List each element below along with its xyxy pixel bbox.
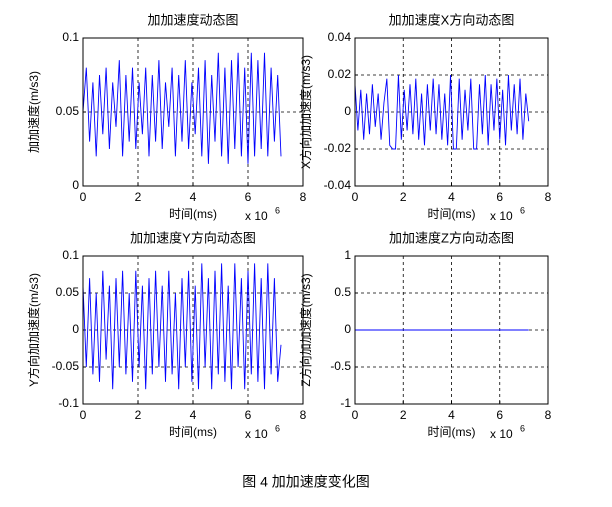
x-multiplier: x 10 [245, 209, 268, 223]
axes-frame [82, 255, 304, 405]
x-tick-label: 6 [496, 190, 503, 204]
y-tick-label: 1 [344, 248, 351, 262]
x-exponent: 6 [275, 205, 280, 215]
y-tick-label: -0.04 [324, 178, 352, 192]
subplot-title: 加加速度Z方向动态图 [389, 230, 514, 245]
x-tick-label: 0 [352, 190, 359, 204]
subplot-title: 加加速度Y方向动态图 [130, 230, 256, 245]
x-tick-label: 6 [496, 408, 503, 422]
x-tick-label: 2 [400, 408, 407, 422]
y-tick-label: -0.05 [52, 359, 80, 373]
axes-frame [354, 255, 549, 405]
x-tick-label: 8 [545, 408, 552, 422]
x-axis-label: 时间(ms) [428, 207, 476, 221]
y-tick-label: 0.1 [62, 30, 79, 44]
x-multiplier: x 10 [245, 427, 268, 441]
y-tick-label: -0.1 [58, 396, 79, 410]
x-tick-label: 2 [135, 408, 142, 422]
y-tick-label: 0.5 [334, 285, 351, 299]
x-tick-label: 4 [448, 408, 455, 422]
y-tick-label: -0.5 [330, 359, 351, 373]
x-tick-label: 8 [545, 190, 552, 204]
x-axis-label: 时间(ms) [428, 425, 476, 439]
y-tick-label: 0.05 [56, 104, 80, 118]
data-line [82, 263, 282, 390]
x-axis-label: 时间(ms) [169, 425, 217, 439]
x-exponent: 6 [520, 423, 525, 433]
y-tick-label: 0.05 [56, 285, 80, 299]
axes-frame [82, 37, 304, 187]
y-axis-label: 加加速度(m/s3) [26, 71, 41, 153]
subplot-title: 加加速度动态图 [147, 12, 238, 27]
subplot: 0 2 4 6 8 -0.04 -0.02 0 0.02 0.04 加加速度X方向动态图时间(ms)… [298, 12, 551, 223]
x-exponent: 6 [275, 423, 280, 433]
x-tick-label: 2 [400, 190, 407, 204]
y-axis-label: Z方向加加速度(m/s3) [298, 273, 313, 386]
y-tick-label: 0 [72, 178, 79, 192]
x-tick-label: 2 [135, 190, 142, 204]
x-tick-label: 4 [190, 190, 197, 204]
x-tick-label: 8 [300, 408, 307, 422]
x-multiplier: x 10 [490, 427, 513, 441]
x-tick-label: 0 [352, 408, 359, 422]
x-tick-label: 0 [80, 408, 87, 422]
y-tick-label: 0.04 [328, 30, 352, 44]
data-line [82, 52, 282, 164]
data-line [354, 74, 530, 150]
x-tick-label: 0 [80, 190, 87, 204]
subplot-title: 加加速度X方向动态图 [389, 12, 515, 27]
x-tick-label: 8 [300, 190, 307, 204]
caption: 图 4 加加速度变化图 [242, 474, 370, 490]
x-exponent: 6 [520, 205, 525, 215]
x-axis-label: 时间(ms) [169, 207, 217, 221]
y-tick-label: 0 [344, 322, 351, 336]
y-axis-label: Y方向加加速度(m/s3) [26, 273, 41, 387]
x-tick-label: 4 [190, 408, 197, 422]
x-tick-label: 4 [448, 190, 455, 204]
y-tick-label: 0.1 [62, 248, 79, 262]
x-multiplier: x 10 [490, 209, 513, 223]
axes-frame [354, 37, 549, 187]
y-axis-label: X方向加加速度(m/s3) [298, 55, 313, 169]
x-tick-label: 6 [245, 190, 252, 204]
y-tick-label: 0 [344, 104, 351, 118]
x-tick-label: 6 [245, 408, 252, 422]
y-tick-label: 0 [72, 322, 79, 336]
y-tick-label: 0.02 [328, 67, 352, 81]
y-tick-label: -1 [340, 396, 351, 410]
y-tick-label: -0.02 [324, 141, 352, 155]
